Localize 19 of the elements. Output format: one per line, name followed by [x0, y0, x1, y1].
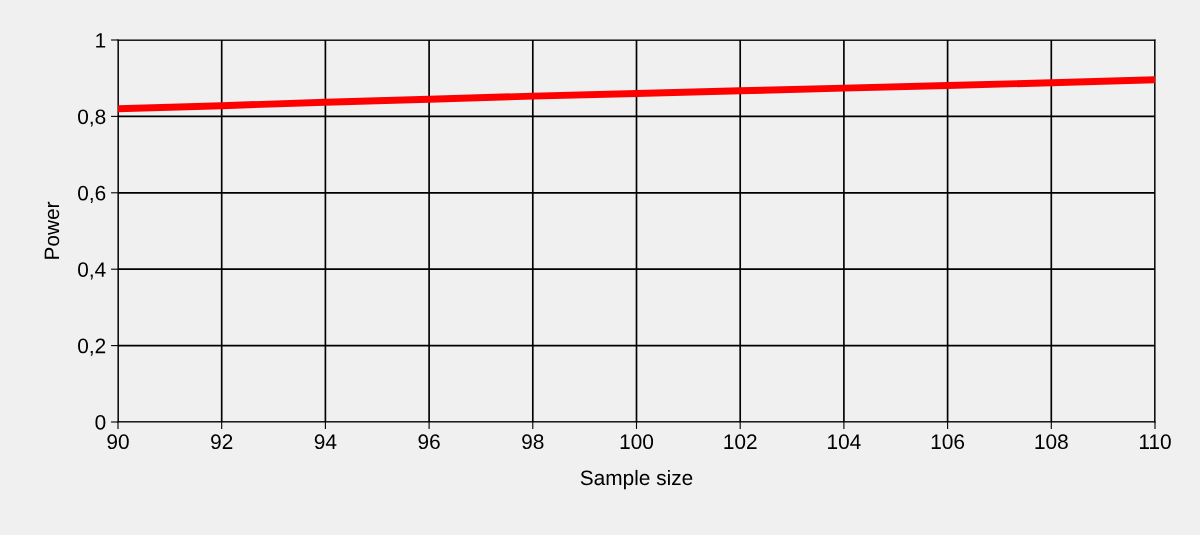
- y-axis-title: Power: [44, 201, 60, 259]
- x-tick-label: 110: [1139, 434, 1171, 450]
- y-tick-label: 0,2: [78, 338, 106, 356]
- x-tick-label: 100: [620, 434, 654, 450]
- x-tick-label: 96: [418, 434, 440, 450]
- y-tick-label: 0,6: [78, 185, 106, 204]
- x-tick-label: 106: [931, 434, 965, 450]
- y-tick-label: 0,4: [78, 262, 106, 280]
- x-tick-label: 98: [522, 434, 544, 450]
- x-tick-label: 92: [211, 434, 233, 450]
- x-axis-title: Sample size: [580, 469, 693, 490]
- x-tick-label: 108: [1035, 434, 1068, 450]
- x-tick-label: 104: [828, 434, 861, 450]
- x-tick-label: 102: [724, 434, 757, 450]
- y-tick-label: 0: [95, 415, 106, 430]
- y-tick-label: 0,8: [78, 109, 106, 127]
- y-tick-label: 1: [96, 33, 106, 48]
- x-tick-label: 94: [314, 434, 337, 450]
- x-tick-label: 90: [107, 434, 129, 450]
